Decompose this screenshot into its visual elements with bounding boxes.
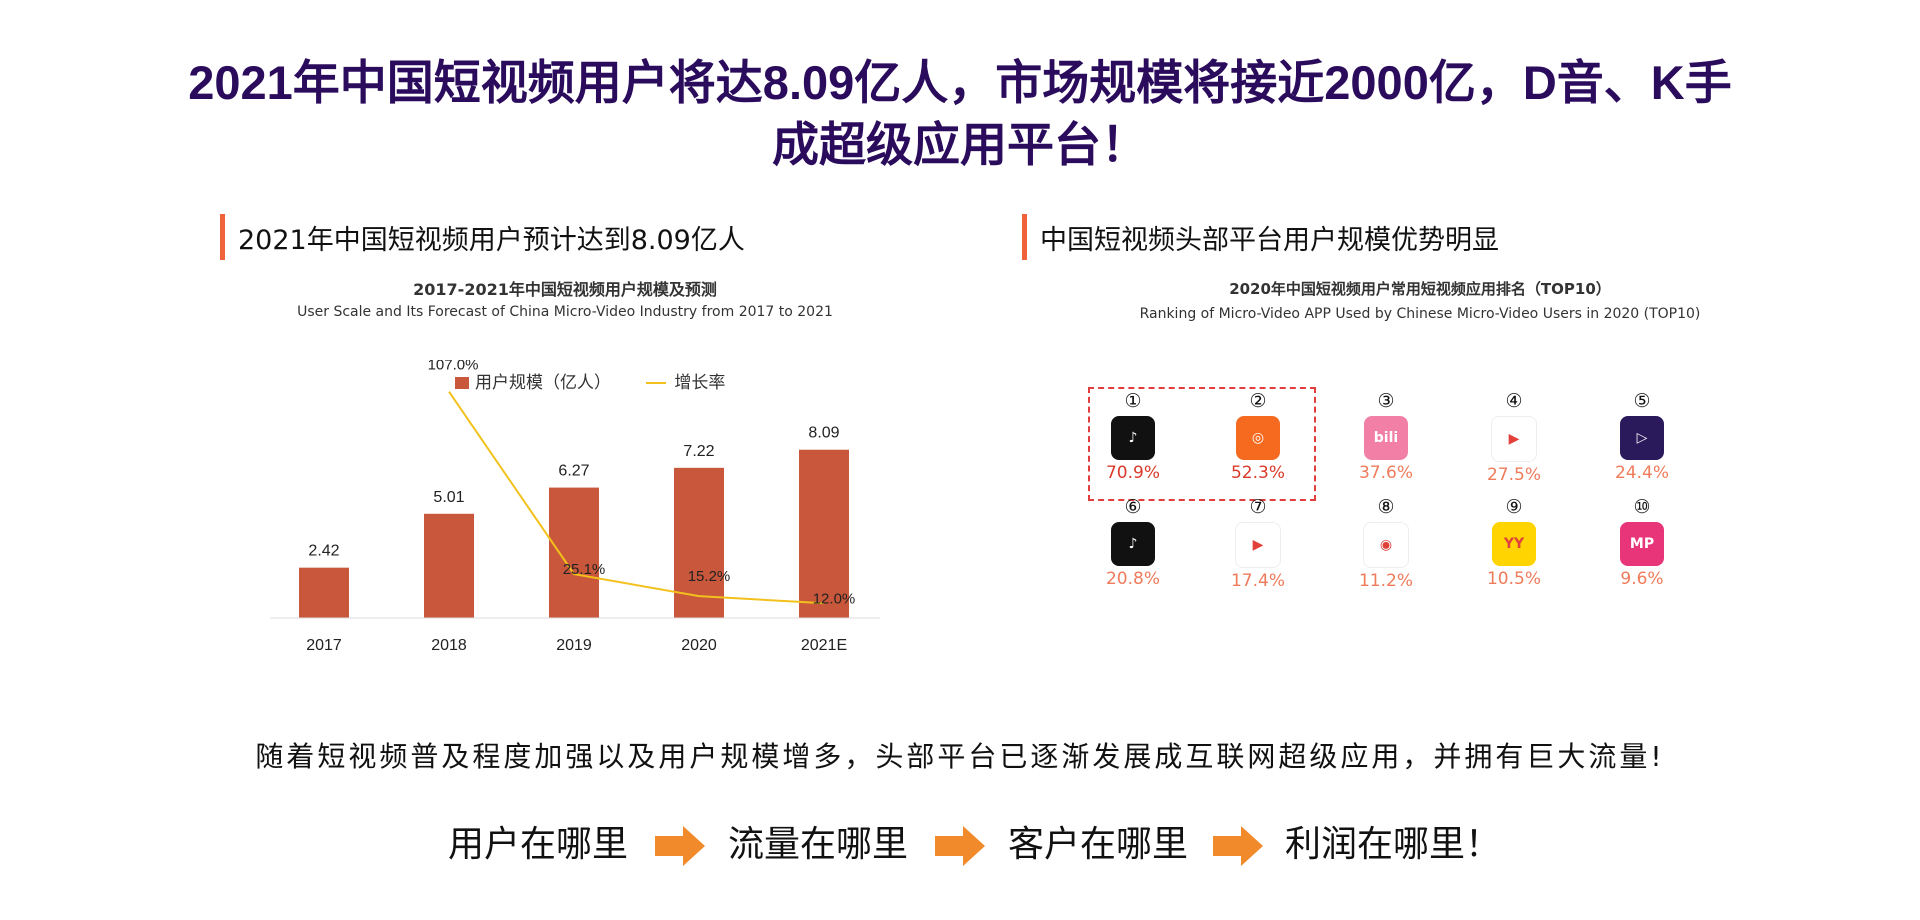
rank-number: ①	[1124, 390, 1142, 412]
rank-number: ⑧	[1377, 496, 1395, 518]
app-share-pct: 20.8%	[1105, 569, 1160, 589]
app-share-pct: 24.4%	[1614, 463, 1669, 483]
rank-number: ⑤	[1633, 390, 1651, 412]
bar-2019	[549, 487, 599, 618]
user-scale-chart: 2.42 2017 5.01 2018 6.27 2019 7.22 2020 8.09 2021…	[270, 360, 880, 654]
top2-highlight-box	[1088, 387, 1316, 501]
app-rank-4: ④ ▶ 27.5%	[1449, 390, 1579, 486]
rank-number: ②	[1249, 390, 1267, 412]
app-share-pct: 37.6%	[1358, 463, 1413, 483]
right-section-heading: 中国短视频头部平台用户规模优势明显	[1022, 212, 1622, 260]
flow-step-users: 用户在哪里	[448, 824, 629, 865]
bilibili-icon: bili	[1364, 416, 1408, 460]
summary-text: 随着短视频普及程度加强以及用户规模增多，头部平台已逐渐发展成互联网超级应用，并拥…	[255, 740, 1665, 773]
app-share-pct: 27.5%	[1486, 465, 1541, 485]
flow-step-customers: 客户在哪里	[1008, 824, 1189, 865]
legend-line-label: 增长率	[674, 373, 726, 393]
right-chart-title: 2020年中国短视频用户常用短视频应用排名（TOP10）	[1229, 280, 1611, 298]
douyin-lite-icon: ♪	[1111, 522, 1155, 566]
rank-number: ⑦	[1249, 496, 1267, 518]
left-chart-subtitle: User Scale and Its Forecast of China Mic…	[297, 304, 833, 320]
value-flow: 用户在哪里 流量在哪里 客户在哪里 利润在哪里！	[0, 820, 1920, 880]
rank-number: ⑩	[1633, 496, 1651, 518]
left-section-heading: 2021年中国短视频用户预计达到8.09亿人	[220, 212, 820, 260]
app-rank-7: ⑦ ▶ 17.4%	[1193, 496, 1323, 592]
arrow-right-icon	[655, 826, 705, 866]
app-rank-6: ⑥ ♪ 20.8%	[1068, 496, 1198, 590]
app-rank-9: ⑨ YY 10.5%	[1449, 496, 1579, 590]
rank-number: ⑥	[1124, 496, 1142, 518]
app-share-pct: 17.4%	[1230, 571, 1285, 591]
bar-value-label-2019: 6.27	[558, 463, 589, 480]
growth-label-2021E: 12.0%	[813, 590, 856, 607]
kuaishou-icon: ◎	[1236, 416, 1280, 460]
page-title-line1: 2021年中国短视频用户将达8.09亿人，市场规模将接近2000亿，D音、K手	[188, 56, 1732, 109]
rank-number: ③	[1377, 390, 1395, 412]
app-share-pct: 9.6%	[1620, 569, 1664, 589]
flow-step-profit: 利润在哪里！	[1285, 824, 1502, 865]
yy-icon: YY	[1492, 522, 1536, 566]
bar-value-label-2021E: 8.09	[808, 425, 839, 442]
xigua-icon: ▷	[1620, 416, 1664, 460]
arrow-right-icon	[1213, 826, 1263, 866]
growth-label-2020: 15.2%	[688, 568, 731, 585]
bar-2018	[424, 513, 474, 618]
x-tick-2020: 2020	[681, 637, 717, 654]
meipai-icon: MP	[1620, 522, 1664, 566]
right-section-heading-text: 中国短视频头部平台用户规模优势明显	[1040, 225, 1499, 256]
page-title-line2: 成超级应用平台！	[772, 118, 1148, 171]
app-share-pct: 10.5%	[1486, 569, 1541, 589]
bar-2021E	[799, 449, 849, 618]
app-rank-8: ⑧ ◉ 11.2%	[1321, 496, 1451, 592]
tiktok-icon: ♪	[1111, 416, 1155, 460]
bar-2017	[299, 567, 349, 618]
app-ranking-grid: ① ♪ 70.9% ② ◎ 52.3% ③ bili 37.6% ④ ▶ 27.5% ⑤ ▷ 24.4% ⑥ ♪…	[1090, 390, 1760, 610]
app-share-pct: 11.2%	[1358, 571, 1413, 591]
app-rank-5: ⑤ ▷ 24.4%	[1577, 390, 1707, 484]
bar-value-label-2017: 2.42	[308, 543, 339, 560]
rank-number: ⑨	[1505, 496, 1523, 518]
left-chart-legend: 用户规模（亿人） 增长率	[455, 368, 725, 393]
bar-value-label-2020: 7.22	[683, 443, 714, 460]
arrow-right-icon	[935, 826, 985, 866]
pipixia-icon: ◉	[1363, 522, 1409, 568]
growth-rate-line	[448, 391, 825, 605]
app-rank-2: ② ◎ 52.3%	[1193, 390, 1323, 484]
growth-label-2019: 25.1%	[563, 561, 606, 578]
right-chart-subtitle: Ranking of Micro-Video APP Used by Chine…	[1139, 306, 1701, 322]
left-chart-title: 2017-2021年中国短视频用户规模及预测	[413, 280, 717, 299]
x-tick-2017: 2017	[306, 637, 342, 654]
x-tick-2019: 2019	[556, 637, 592, 654]
x-tick-2018: 2018	[431, 637, 467, 654]
growth-label-2018: 107.0%	[428, 360, 479, 374]
app-rank-3: ③ bili 37.6%	[1321, 390, 1451, 484]
x-tick-2021E: 2021E	[801, 637, 847, 654]
heading-accent-bar	[220, 214, 225, 260]
haokan-icon: ▶	[1235, 522, 1281, 568]
weishi-icon: ▶	[1491, 416, 1537, 462]
app-share-pct: 70.9%	[1105, 463, 1160, 483]
app-share-pct: 52.3%	[1230, 463, 1285, 483]
rank-number: ④	[1505, 390, 1523, 412]
bar-value-label-2018: 5.01	[433, 489, 464, 506]
legend-bar-swatch	[455, 377, 469, 389]
legend-line-swatch	[646, 382, 667, 384]
flow-step-traffic: 流量在哪里	[728, 824, 909, 865]
app-rank-10: ⑩ MP 9.6%	[1577, 496, 1707, 590]
legend-bar-label: 用户规模（亿人）	[475, 373, 611, 393]
left-section-heading-text: 2021年中国短视频用户预计达到8.09亿人	[238, 225, 745, 256]
heading-accent-bar	[1022, 214, 1027, 260]
app-rank-1: ① ♪ 70.9%	[1068, 390, 1198, 484]
